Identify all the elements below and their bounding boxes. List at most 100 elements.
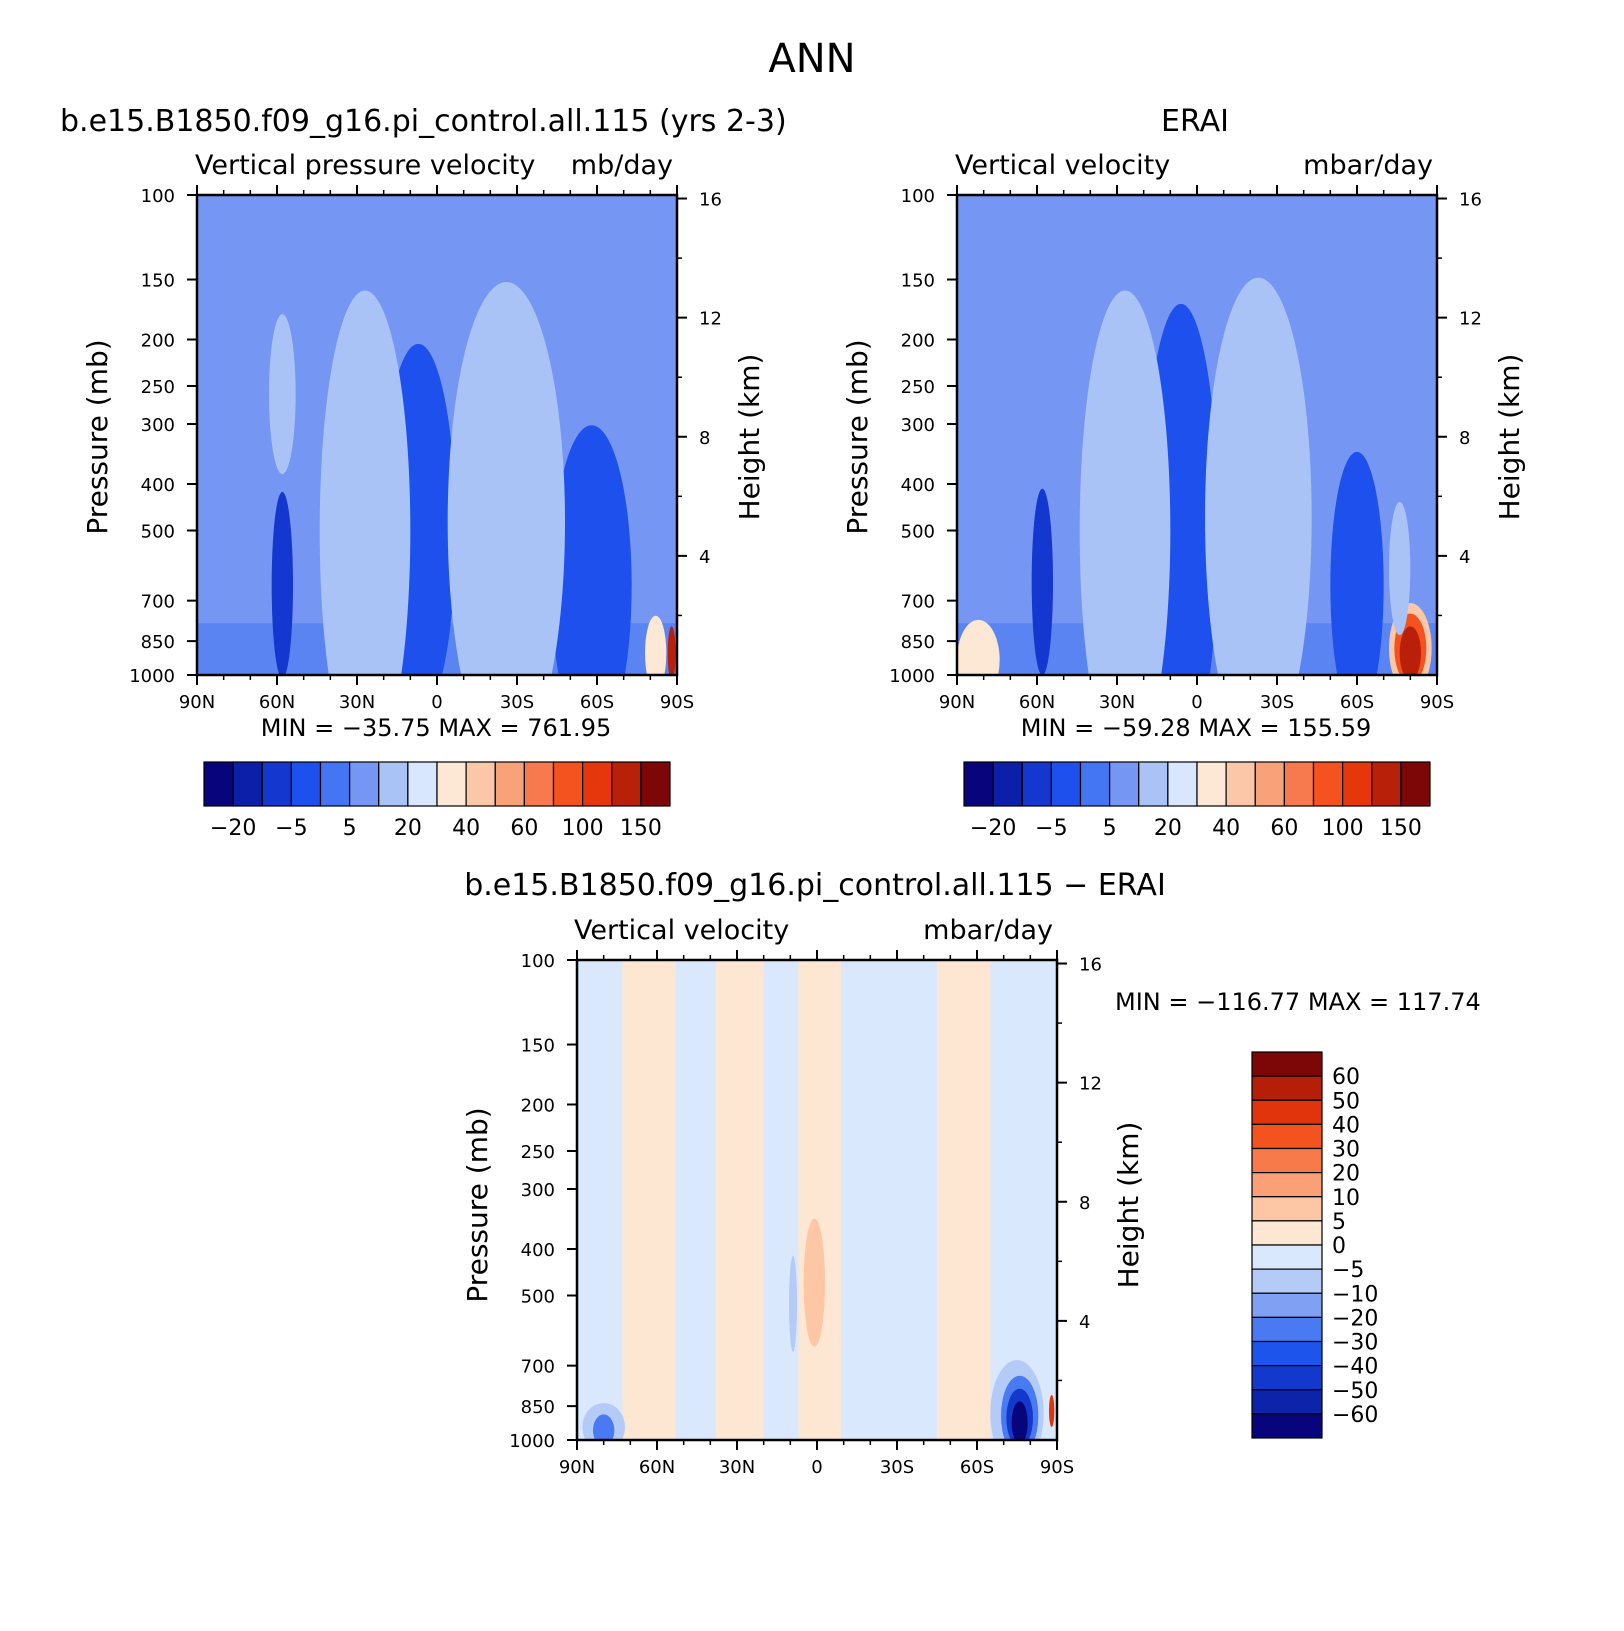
panel-model-field <box>197 195 677 675</box>
field-feature-12 <box>269 314 296 475</box>
colorbar-swatch <box>1371 761 1402 807</box>
y-tick-label: 150 <box>141 271 175 292</box>
field-feature-0 <box>803 1218 825 1347</box>
colorbar-label: −20 <box>210 816 256 841</box>
colorbar-label: −10 <box>1332 1282 1378 1307</box>
panel-model-right-label: mb/day <box>571 150 673 181</box>
panel-diff-right-label: mbar/day <box>923 915 1053 946</box>
colorbar-swatch <box>1138 761 1169 807</box>
x-tick-label: 90S <box>1420 692 1454 713</box>
colorbar-label: 100 <box>562 816 604 841</box>
y2-tick-label: 12 <box>1459 309 1482 330</box>
colorbar-swatch <box>1400 761 1431 807</box>
y-tick-label: 250 <box>521 1142 555 1163</box>
colorbar-swatch <box>1251 1292 1323 1318</box>
colorbar-swatch <box>611 761 642 807</box>
y-tick-label: 400 <box>141 475 175 496</box>
panel-model-title: b.e15.B1850.f09_g16.pi_control.all.115 (… <box>60 104 787 139</box>
x-tick-label: 60N <box>259 692 295 713</box>
field-feature-13 <box>957 619 1000 675</box>
y-tick-label: 1000 <box>129 666 175 687</box>
y-tick-label: 300 <box>521 1180 555 1201</box>
colorbar-swatch <box>1251 1244 1323 1270</box>
colorbar-label: −30 <box>1332 1331 1378 1356</box>
panel-model-colorbar: −20 −5 5 20 40 60 100 150 <box>203 761 671 841</box>
field-feature-6 <box>1330 451 1384 675</box>
y-tick-label: 700 <box>901 592 935 613</box>
x-tick-label: 90S <box>660 692 694 713</box>
panel-diff-y2label: Height (km) <box>1112 1122 1145 1289</box>
field-feature-7 <box>593 1414 615 1440</box>
colorbar-swatch <box>992 761 1023 807</box>
field-feature-16 <box>1399 626 1421 675</box>
x-tick-label: 90N <box>179 692 215 713</box>
panel-obs-field <box>957 195 1437 675</box>
colorbar-swatch <box>349 761 380 807</box>
colorbar-swatch <box>1225 761 1256 807</box>
colorbar-swatch <box>1251 1196 1323 1222</box>
field-feature-17 <box>1389 501 1411 636</box>
panel-obs-right-label: mbar/day <box>1303 150 1433 181</box>
colorbar-swatch <box>1251 1123 1323 1150</box>
x-tick-label: 60N <box>639 1457 675 1478</box>
x-tick-label: 60S <box>580 692 614 713</box>
field-feature-5 <box>551 425 632 675</box>
x-tick-label: 30N <box>1099 692 1135 713</box>
panel-obs-ylabel: Pressure (mb) <box>841 339 874 534</box>
panel-model-ylabel: Pressure (mb) <box>81 339 114 534</box>
colorbar-label: −50 <box>1332 1379 1378 1404</box>
y-tick-label: 300 <box>901 415 935 436</box>
field-band-1 <box>715 960 764 1440</box>
y-tick-label: 200 <box>521 1095 555 1116</box>
x-tick-label: 90S <box>1040 1457 1074 1478</box>
colorbar-label: 30 <box>1332 1138 1360 1163</box>
x-tick-label: 30N <box>719 1457 755 1478</box>
y-tick-label: 850 <box>901 632 935 653</box>
colorbar-swatch <box>1251 1316 1323 1343</box>
x-tick-label: 60S <box>960 1457 994 1478</box>
x-tick-label: 60S <box>1340 692 1374 713</box>
colorbar-swatch <box>1283 761 1315 807</box>
colorbar-label: −5 <box>1332 1258 1364 1283</box>
y-tick-label: 250 <box>901 377 935 398</box>
figure-title: ANN <box>768 36 855 82</box>
colorbar-label: 40 <box>452 816 480 841</box>
colorbar-swatch <box>319 761 351 807</box>
colorbar-swatch <box>1251 1147 1323 1174</box>
colorbar-label: −40 <box>1332 1355 1378 1380</box>
y-tick-label: 850 <box>141 632 175 653</box>
panel-diff-left-label: Vertical velocity <box>574 915 789 946</box>
y-tick-label: 200 <box>901 330 935 351</box>
colorbar-label: 40 <box>1212 816 1240 841</box>
colorbar-swatch <box>640 761 671 807</box>
colorbar-label: −60 <box>1332 1403 1378 1428</box>
y-tick-label: 400 <box>901 475 935 496</box>
colorbar-label: −20 <box>970 816 1016 841</box>
colorbar-swatch <box>1251 1365 1323 1391</box>
colorbar-swatch <box>1251 1075 1323 1101</box>
colorbar-swatch <box>582 761 613 807</box>
colorbar-swatch <box>963 761 994 807</box>
x-tick-label: 0 <box>1191 692 1202 713</box>
panel-model-y2label: Height (km) <box>733 354 766 521</box>
y-tick-label: 850 <box>521 1397 555 1418</box>
colorbar-swatch <box>494 761 525 807</box>
colorbar-swatch <box>1167 761 1198 807</box>
panel-obs-title: ERAI <box>1161 104 1229 139</box>
colorbar-label: 60 <box>510 816 538 841</box>
panel-model-plot: 90N 60N 30N 0 30S 60S 90S 100 150 200 250 300 400 500… <box>129 185 722 713</box>
field-feature-12 <box>1205 277 1312 675</box>
x-tick-label: 90N <box>559 1457 595 1478</box>
y-tick-label: 400 <box>521 1240 555 1261</box>
field-band-3 <box>937 960 991 1440</box>
panel-diff-plot: 90N 60N 30N 0 30S 60S 90S 100 150 200 250 300 400 500… <box>509 950 1102 1478</box>
panel-model: b.e15.B1850.f09_g16.pi_control.all.115 (… <box>60 104 787 742</box>
panel-obs-stats: MIN = −59.28 MAX = 155.59 <box>1021 714 1371 742</box>
x-tick-label: 30S <box>1260 692 1294 713</box>
y2-tick-label: 12 <box>1079 1074 1102 1095</box>
y-tick-label: 200 <box>141 330 175 351</box>
x-tick-label: 90N <box>939 692 975 713</box>
field-band-0 <box>622 960 676 1440</box>
field-band-2 <box>798 960 841 1440</box>
